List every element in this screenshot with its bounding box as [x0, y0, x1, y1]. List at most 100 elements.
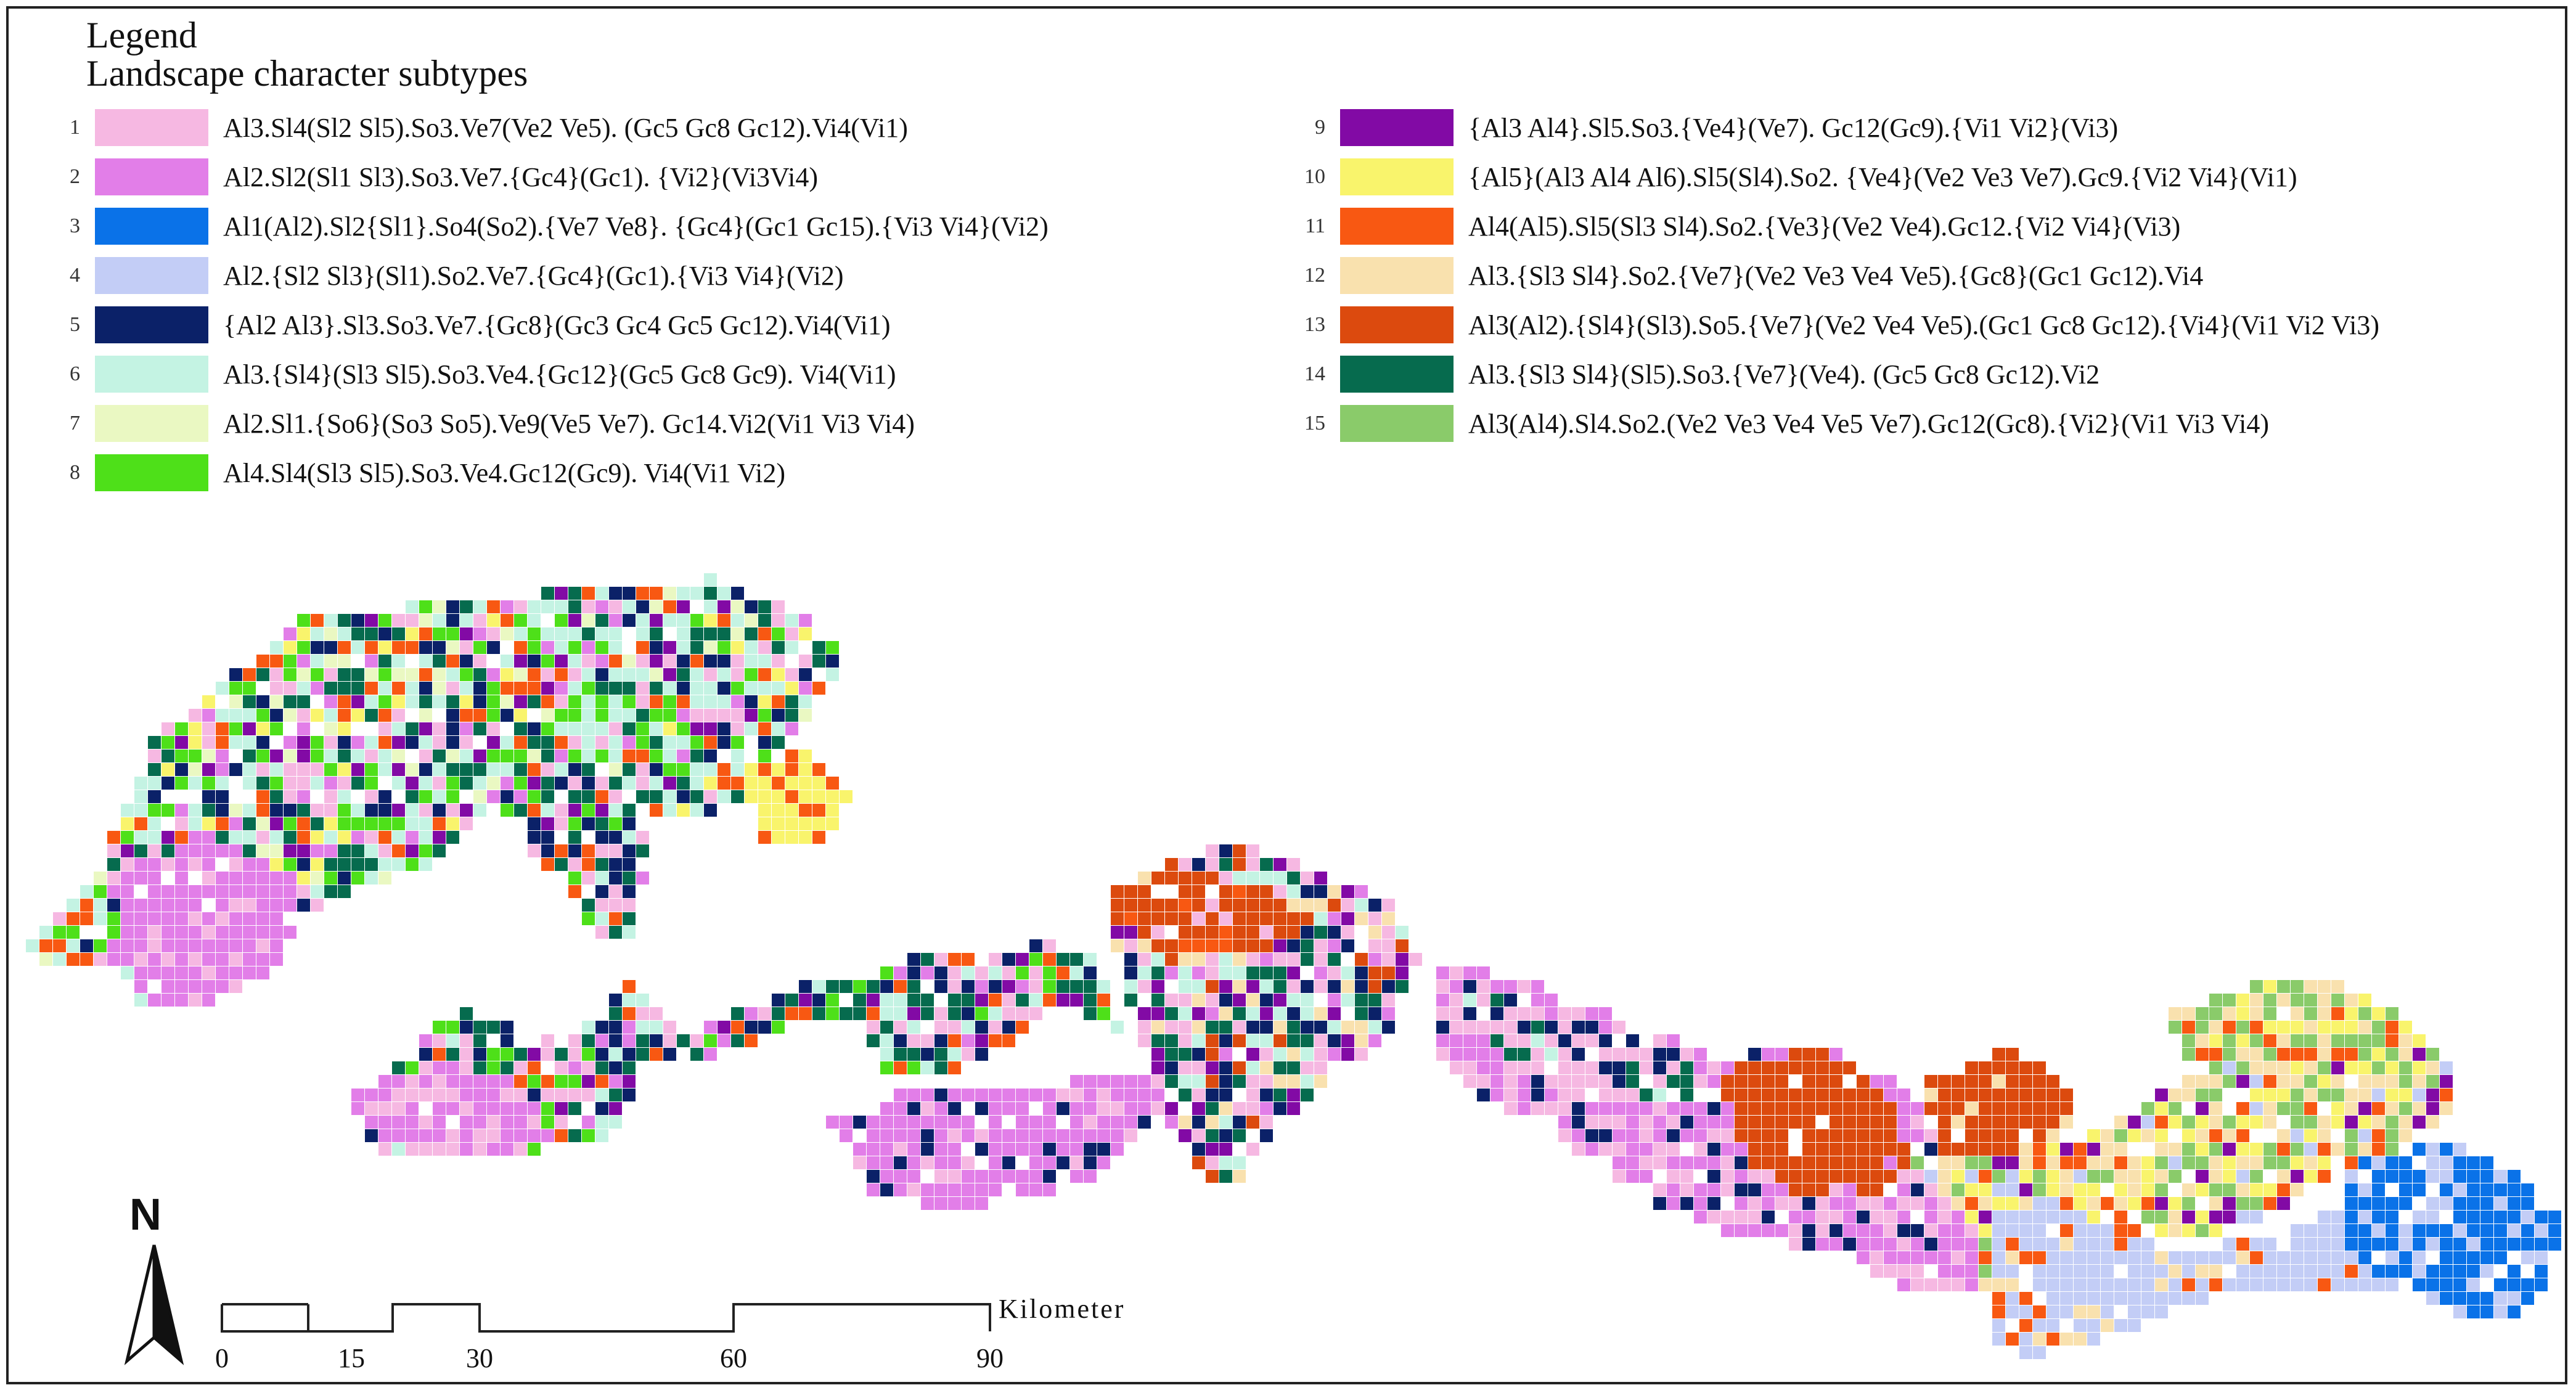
map-cell — [202, 831, 215, 844]
map-cell — [636, 695, 649, 708]
map-cell — [2060, 1156, 2073, 1169]
map-cell — [134, 790, 147, 803]
map-cell — [731, 1021, 744, 1034]
map-cell — [731, 668, 744, 681]
map-cell — [772, 668, 785, 681]
map-cell — [1979, 1116, 1992, 1129]
map-cell — [1328, 912, 1341, 925]
map-cell — [1707, 1156, 1720, 1169]
map-cell — [1328, 966, 1341, 979]
map-cell — [636, 600, 649, 613]
map-cell — [2169, 1007, 2181, 1020]
map-cell — [2453, 1183, 2466, 1196]
map-cell — [1952, 1278, 1965, 1291]
map-cell — [880, 1102, 893, 1115]
map-cell — [894, 1102, 907, 1115]
map-cell — [894, 1156, 907, 1169]
map-cell — [284, 831, 296, 844]
map-cell — [1924, 1183, 1937, 1196]
map-cell — [1762, 1211, 1775, 1223]
map-cell — [2535, 1211, 2548, 1223]
map-cell — [2440, 1075, 2453, 1088]
map-cell — [1626, 1129, 1639, 1142]
map-cell — [1802, 1089, 1815, 1101]
map-cell — [2331, 1238, 2344, 1251]
map-cell — [704, 777, 717, 790]
map-cell — [2033, 1251, 2046, 1264]
map-cell — [989, 1102, 1002, 1115]
map-cell — [1762, 1061, 1775, 1074]
map-cell — [2250, 980, 2263, 993]
map-cell — [1151, 912, 1164, 925]
map-cell — [568, 1061, 581, 1074]
map-cell — [1490, 980, 1503, 993]
map-cell — [1246, 1089, 1259, 1101]
map-cell — [2019, 1346, 2032, 1359]
map-cell — [623, 1048, 636, 1061]
map-cell — [1952, 1156, 1965, 1169]
map-cell — [1667, 1156, 1680, 1169]
map-cell — [1274, 926, 1286, 939]
map-cell — [446, 804, 459, 817]
map-cell — [609, 1089, 622, 1101]
map-cell — [2128, 1224, 2141, 1237]
map-cell — [1287, 1061, 1300, 1074]
map-cell — [148, 994, 161, 1007]
map-cell — [2074, 1278, 2087, 1291]
map-cell — [1735, 1170, 1748, 1183]
map-cell — [460, 817, 473, 830]
map-cell — [134, 858, 147, 871]
map-cell — [1938, 1265, 1951, 1278]
map-cell — [2304, 1278, 2317, 1291]
map-cell — [351, 682, 364, 695]
map-cell — [406, 1143, 419, 1156]
map-cell — [894, 1089, 907, 1101]
map-cell — [2250, 1183, 2263, 1196]
map-cell — [623, 1089, 636, 1101]
map-cell — [175, 736, 188, 749]
map-cell — [962, 966, 975, 979]
map-cell — [1979, 1183, 1992, 1196]
map-cell — [107, 912, 120, 925]
map-cell — [1816, 1170, 1829, 1183]
map-cell — [446, 1089, 459, 1101]
map-cell — [1585, 1075, 1598, 1088]
map-cell — [1179, 912, 1192, 925]
map-cell — [677, 736, 690, 749]
map-cell — [2386, 1102, 2398, 1115]
map-cell — [690, 614, 703, 627]
map-cell — [1274, 1102, 1286, 1115]
map-cell — [2033, 1224, 2046, 1237]
map-cell — [2413, 1061, 2426, 1074]
map-cell — [840, 1116, 853, 1129]
map-cell — [758, 614, 771, 627]
map-cell — [1355, 912, 1368, 925]
map-cell — [785, 614, 798, 627]
map-cell — [1138, 872, 1151, 884]
map-cell — [473, 695, 486, 708]
map-cell — [1789, 1061, 1802, 1074]
map-cell — [704, 695, 717, 708]
map-cell — [2386, 1089, 2398, 1101]
map-cell — [1274, 872, 1286, 884]
map-cell — [1301, 885, 1314, 898]
map-cell — [2019, 1238, 2032, 1251]
map-cell — [2033, 1305, 2046, 1318]
map-cell — [2236, 1007, 2249, 1020]
map-cell — [297, 817, 310, 830]
map-cell — [1897, 1197, 1910, 1210]
map-cell — [1585, 1021, 1598, 1034]
map-cell — [2141, 1251, 2154, 1264]
map-cell — [1260, 858, 1273, 871]
map-cell — [2033, 1075, 2046, 1088]
map-cell — [1206, 953, 1219, 966]
map-cell — [609, 804, 622, 817]
map-cell — [2426, 1102, 2439, 1115]
map-cell — [1531, 994, 1544, 1007]
map-cell — [1992, 1061, 2005, 1074]
map-cell — [107, 885, 120, 898]
map-cell — [785, 790, 798, 803]
map-cell — [2413, 1143, 2426, 1156]
map-cell — [2521, 1278, 2534, 1291]
map-cell — [2399, 1061, 2412, 1074]
